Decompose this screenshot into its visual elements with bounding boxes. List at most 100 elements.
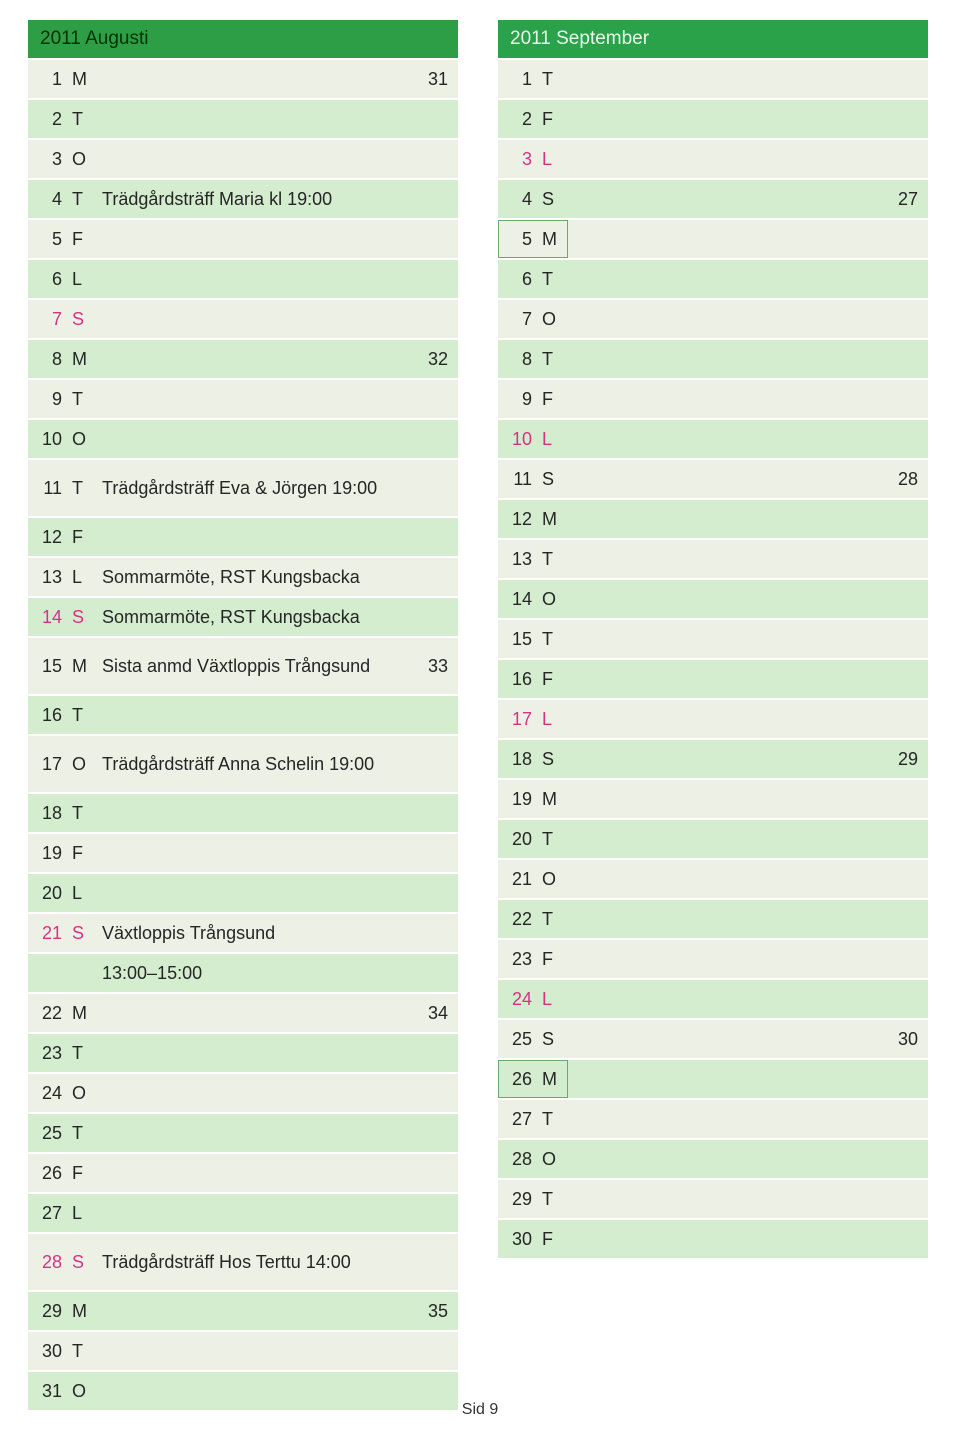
day-number: 8 xyxy=(498,340,538,378)
week-number xyxy=(418,696,458,734)
event-text: Trädgårdsträff Anna Schelin 19:00 xyxy=(98,736,418,792)
week-number xyxy=(418,834,458,872)
event-text xyxy=(568,260,888,298)
day-letter: M xyxy=(538,500,568,538)
event-text xyxy=(98,380,418,418)
calendar-row: 5F xyxy=(28,220,458,258)
calendar-row: 4S27 xyxy=(498,180,928,218)
event-text xyxy=(568,220,888,258)
day-letter: T xyxy=(68,794,98,832)
calendar-row: 7O xyxy=(498,300,928,338)
event-text xyxy=(568,860,888,898)
event-text xyxy=(568,180,888,218)
week-number xyxy=(418,140,458,178)
week-number xyxy=(888,700,928,738)
week-number xyxy=(888,1180,928,1218)
week-number: 31 xyxy=(418,60,458,98)
calendar-row: 25S30 xyxy=(498,1020,928,1058)
week-number xyxy=(418,1154,458,1192)
week-number: 28 xyxy=(888,460,928,498)
day-number: 1 xyxy=(498,60,538,98)
week-number: 33 xyxy=(418,638,458,694)
day-number: 13 xyxy=(28,558,68,596)
page-wrap: 2011 Augusti 1M312T3O4TTrädgårdsträff Ma… xyxy=(0,0,960,1432)
calendar-row: 8M32 xyxy=(28,340,458,378)
event-text xyxy=(568,1020,888,1058)
day-letter xyxy=(68,954,98,992)
day-letter: L xyxy=(68,1194,98,1232)
week-number xyxy=(888,660,928,698)
day-number: 9 xyxy=(28,380,68,418)
calendar-header-september: 2011 September xyxy=(498,20,928,58)
calendar-row: 13LSommarmöte, RST Kungsbacka xyxy=(28,558,458,596)
day-letter: L xyxy=(68,558,98,596)
calendar-row: 14SSommarmöte, RST Kungsbacka xyxy=(28,598,458,636)
day-number: 29 xyxy=(498,1180,538,1218)
week-number xyxy=(888,860,928,898)
calendar-row: 29T xyxy=(498,1180,928,1218)
calendar-row: 6L xyxy=(28,260,458,298)
day-number: 29 xyxy=(28,1292,68,1330)
week-number xyxy=(418,1194,458,1232)
week-number: 35 xyxy=(418,1292,458,1330)
event-text xyxy=(568,1060,888,1098)
day-number: 26 xyxy=(28,1154,68,1192)
week-number xyxy=(418,1332,458,1370)
event-text xyxy=(568,340,888,378)
day-letter: M xyxy=(538,220,568,258)
week-number xyxy=(418,220,458,258)
week-number xyxy=(888,1060,928,1098)
calendar-row: 7S xyxy=(28,300,458,338)
event-text xyxy=(98,260,418,298)
calendar-row: 12M xyxy=(498,500,928,538)
event-text xyxy=(98,834,418,872)
day-number: 14 xyxy=(28,598,68,636)
day-number: 24 xyxy=(28,1074,68,1112)
day-letter: T xyxy=(538,60,568,98)
day-number: 30 xyxy=(28,1332,68,1370)
day-number: 23 xyxy=(498,940,538,978)
event-text xyxy=(568,900,888,938)
calendar-row: 19F xyxy=(28,834,458,872)
day-letter: F xyxy=(538,660,568,698)
week-number xyxy=(418,794,458,832)
day-number: 20 xyxy=(28,874,68,912)
calendar-row: 24L xyxy=(498,980,928,1018)
event-text xyxy=(568,820,888,858)
day-letter: T xyxy=(68,696,98,734)
week-number xyxy=(888,300,928,338)
day-letter: O xyxy=(538,580,568,618)
day-letter: T xyxy=(538,1100,568,1138)
day-letter: S xyxy=(68,914,98,952)
day-number: 17 xyxy=(498,700,538,738)
day-letter: T xyxy=(68,100,98,138)
calendar-row: 17L xyxy=(498,700,928,738)
week-number xyxy=(418,420,458,458)
day-number: 23 xyxy=(28,1034,68,1072)
day-number: 15 xyxy=(498,620,538,658)
day-letter: O xyxy=(538,860,568,898)
week-number: 30 xyxy=(888,1020,928,1058)
calendar-row: 20L xyxy=(28,874,458,912)
week-number xyxy=(888,500,928,538)
calendar-row: 24O xyxy=(28,1074,458,1112)
day-letter: L xyxy=(68,874,98,912)
event-text: 13:00–15:00 xyxy=(98,954,418,992)
event-text xyxy=(568,620,888,658)
event-text xyxy=(568,1100,888,1138)
day-letter: L xyxy=(538,420,568,458)
event-text xyxy=(98,794,418,832)
day-number: 6 xyxy=(28,260,68,298)
week-number xyxy=(888,340,928,378)
day-letter: T xyxy=(68,460,98,516)
event-text xyxy=(568,1140,888,1178)
calendar-row: 26F xyxy=(28,1154,458,1192)
day-number: 14 xyxy=(498,580,538,618)
week-number xyxy=(418,518,458,556)
week-number xyxy=(888,820,928,858)
day-letter: O xyxy=(68,420,98,458)
event-text xyxy=(568,700,888,738)
day-number: 3 xyxy=(28,140,68,178)
event-text xyxy=(568,980,888,1018)
week-number xyxy=(888,420,928,458)
